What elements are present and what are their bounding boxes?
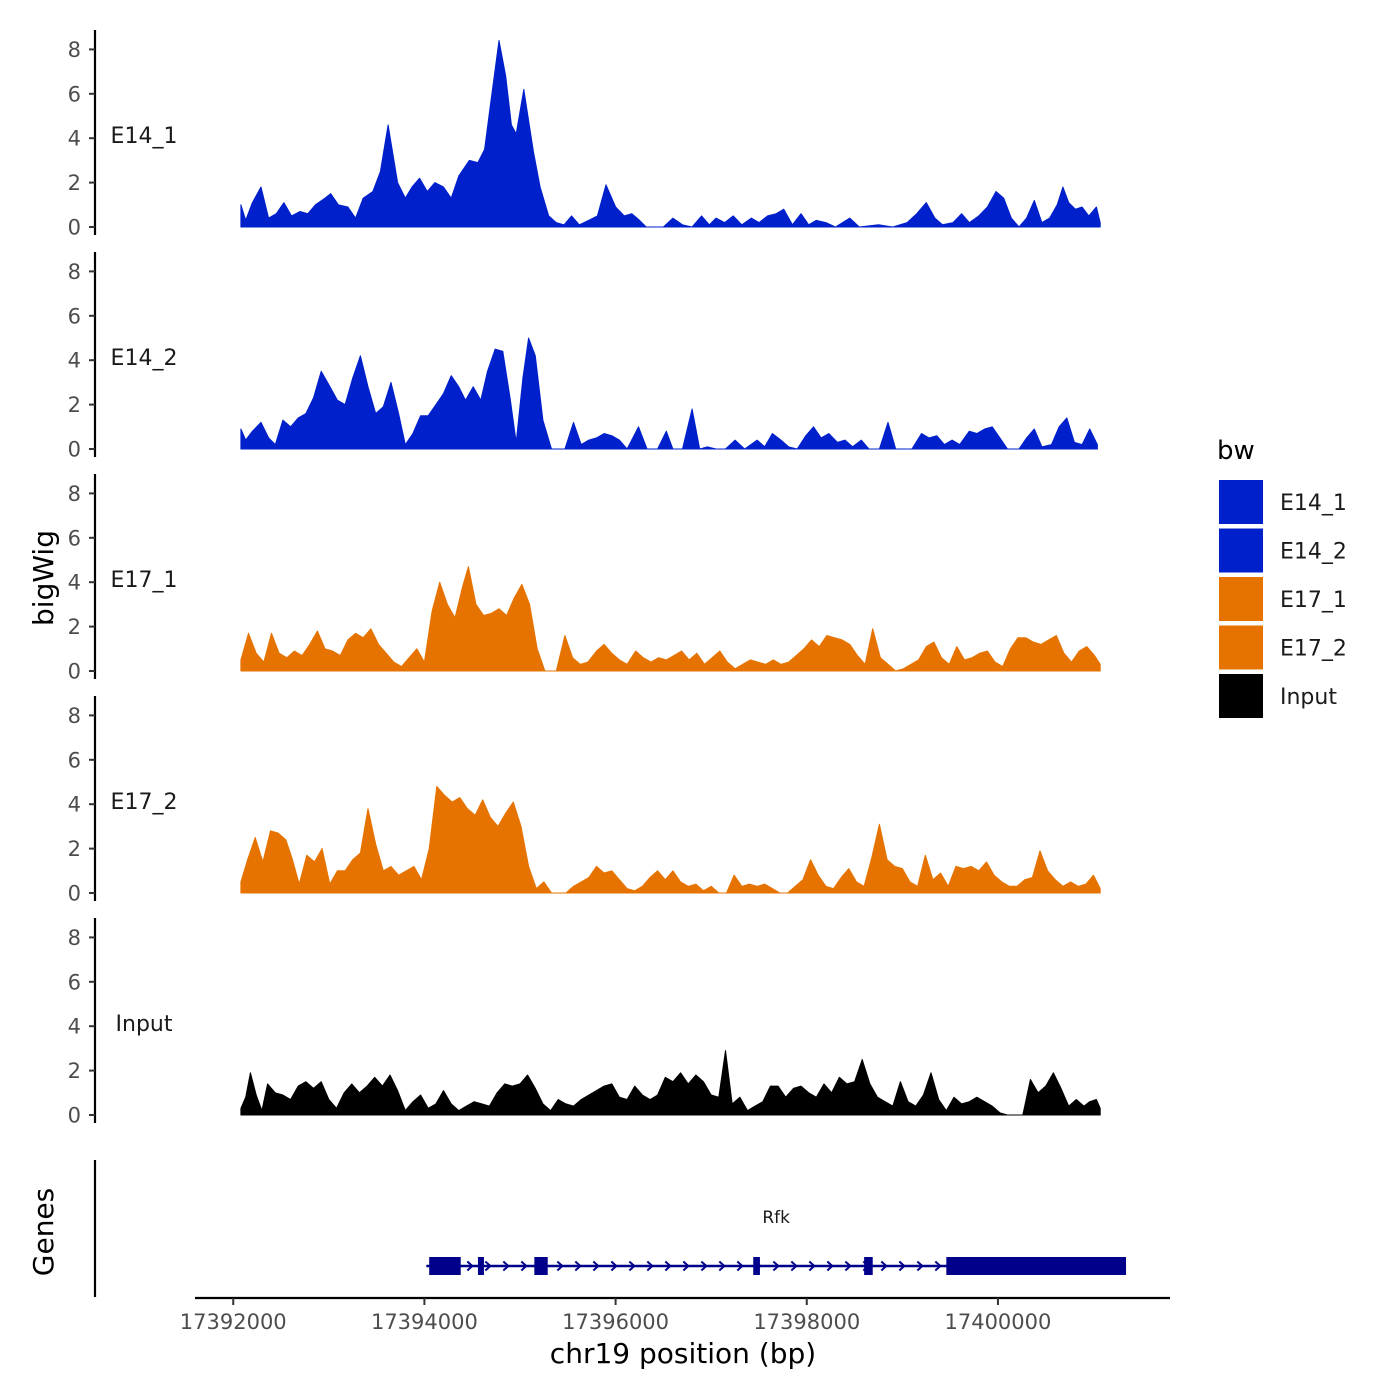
y-tick-label-E17_2-8: 8 [68, 704, 81, 728]
strand-arrow-icon [934, 1260, 942, 1272]
legend-key-E14_2 [1219, 528, 1263, 573]
signal-area-E14_2 [240, 337, 1098, 450]
x-axis-title: chr19 position (bp) [550, 1337, 816, 1370]
legend-label-E14_1: E14_1 [1280, 491, 1347, 516]
y-tick-label-E14_1-2: 2 [68, 171, 81, 195]
legend-label-Input: Input [1280, 685, 1337, 710]
signal-area-Input [240, 1050, 1101, 1116]
y-tick-label-E14_2-0: 0 [68, 438, 81, 462]
genes-axis-title: Genes [27, 1188, 60, 1276]
x-tick-label-17398000: 17398000 [753, 1310, 860, 1334]
gene-exon-4 [753, 1257, 760, 1275]
track-label-E17_2: E17_2 [111, 790, 178, 815]
y-tick-label-E14_2-2: 2 [68, 393, 81, 417]
strand-arrow-icon [574, 1260, 582, 1272]
signal-area-E17_2 [240, 785, 1101, 894]
y-tick-label-E14_1-4: 4 [68, 127, 81, 151]
strand-arrow-icon [646, 1260, 654, 1272]
x-tick-label-17392000: 17392000 [180, 1310, 287, 1334]
strand-arrow-icon [772, 1260, 780, 1272]
y-tick-label-E17_1-2: 2 [68, 615, 81, 639]
strand-arrow-icon [790, 1260, 798, 1272]
y-tick-label-E17_2-0: 0 [68, 882, 81, 906]
signal-area-E14_1 [240, 40, 1101, 228]
y-tick-label-Input-2: 2 [68, 1059, 81, 1083]
track-label-E17_1: E17_1 [111, 568, 178, 593]
gene-exon-6 [946, 1257, 1127, 1275]
y-tick-label-E14_1-6: 6 [68, 82, 81, 106]
y-tick-label-E17_2-6: 6 [68, 748, 81, 772]
legend-key-E17_2 [1219, 625, 1263, 670]
track-label-Input: Input [116, 1012, 173, 1037]
strand-arrow-icon [700, 1260, 708, 1272]
strand-arrow-icon [628, 1260, 636, 1272]
strand-arrow-icon [592, 1260, 600, 1272]
track-label-E14_1: E14_1 [111, 124, 178, 149]
strand-arrow-icon [826, 1260, 834, 1272]
y-tick-label-E14_1-0: 0 [68, 216, 81, 240]
y-tick-label-E14_2-4: 4 [68, 349, 81, 373]
x-tick-label-17394000: 17394000 [371, 1310, 478, 1334]
strand-arrow-icon [682, 1260, 690, 1272]
strand-arrow-icon [520, 1260, 528, 1272]
y-tick-label-Input-4: 4 [68, 1015, 81, 1039]
strand-arrow-icon [844, 1260, 852, 1272]
y-tick-label-E17_2-2: 2 [68, 837, 81, 861]
track-Input: 0 2 4 6 8 Input [68, 918, 1101, 1128]
legend-title: bw [1217, 436, 1255, 466]
y-tick-label-E17_1-8: 8 [68, 482, 81, 506]
track-E14_2: 0 2 4 6 8 E14_2 [68, 252, 1098, 462]
y-tick-label-Input-8: 8 [68, 926, 81, 950]
legend-label-E17_2: E17_2 [1280, 637, 1347, 662]
strand-arrow-icon [898, 1260, 906, 1272]
strand-arrow-icon [880, 1260, 888, 1272]
signal-area-E17_1 [240, 566, 1101, 672]
strand-arrow-icon [466, 1260, 474, 1272]
y-tick-label-Input-0: 0 [68, 1104, 81, 1128]
track-E17_2: 0 2 4 6 8 E17_2 [68, 696, 1101, 906]
x-tick-label-17396000: 17396000 [562, 1310, 669, 1334]
y-tick-label-E14_1-8: 8 [68, 38, 81, 62]
x-axis: 17392000 17394000 17396000 17398000 17400000 [180, 1296, 1170, 1334]
signal-tracks: 0 2 4 6 8 E14_1 0 2 4 6 8 E14_2 0 2 4 6 8 E17_1 0 2 4 6 8 E17_2… [68, 30, 1101, 1128]
gene-exon-1 [429, 1257, 461, 1275]
y-tick-label-E14_2-8: 8 [68, 260, 81, 284]
legend-key-E14_1 [1219, 480, 1263, 524]
gene-label-Rfk: Rfk [762, 1208, 790, 1228]
gene-exon-5 [864, 1257, 873, 1275]
y-axis-title: bigWig [27, 530, 60, 626]
track-E14_1: 0 2 4 6 8 E14_1 [68, 30, 1101, 240]
legend-key-E17_1 [1219, 577, 1263, 621]
strand-arrow-icon [610, 1260, 618, 1272]
strand-arrow-icon [484, 1260, 492, 1272]
strand-arrow-icon [718, 1260, 726, 1272]
y-tick-label-E17_1-0: 0 [68, 660, 81, 684]
legend: bw E14_1 E14_2 E17_1 E17_2 Input [1217, 436, 1347, 718]
y-tick-label-E17_1-6: 6 [68, 526, 81, 550]
gene-exon-3 [534, 1257, 548, 1275]
strand-arrow-icon [664, 1260, 672, 1272]
y-tick-label-Input-6: 6 [68, 970, 81, 994]
genes-panel: Rfk [93, 1160, 1127, 1297]
track-label-E14_2: E14_2 [111, 346, 178, 371]
track-E17_1: 0 2 4 6 8 E17_1 [68, 474, 1101, 684]
y-tick-label-E14_2-6: 6 [68, 304, 81, 328]
legend-label-E14_2: E14_2 [1280, 540, 1347, 565]
y-tick-label-E17_1-4: 4 [68, 571, 81, 595]
y-tick-label-E17_2-4: 4 [68, 793, 81, 817]
strand-arrow-icon [808, 1260, 816, 1272]
strand-arrow-icon [556, 1260, 564, 1272]
strand-arrow-icon [916, 1260, 924, 1272]
gene-Rfk: Rfk [426, 1208, 1127, 1275]
legend-label-E17_1: E17_1 [1280, 588, 1347, 613]
legend-key-Input [1219, 674, 1263, 718]
strand-arrow-icon [736, 1260, 744, 1272]
strand-arrow-icon [502, 1260, 510, 1272]
gene-exon-2 [477, 1257, 484, 1275]
x-tick-label-17400000: 17400000 [944, 1310, 1051, 1334]
